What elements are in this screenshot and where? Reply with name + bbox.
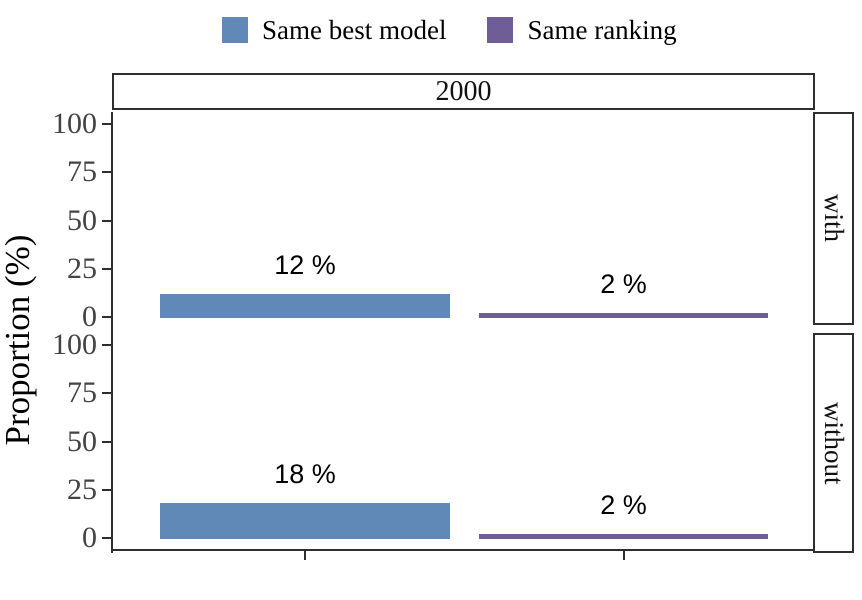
facet-column-strip-label: 2000 xyxy=(435,75,492,107)
bar xyxy=(160,503,450,539)
y-axis-tick-label: 50 xyxy=(67,204,97,237)
facet-row-strip: with xyxy=(813,112,854,325)
y-axis-tick-label: 0 xyxy=(82,521,97,554)
y-axis-tick-label: 50 xyxy=(67,425,97,458)
bar-value-label: 18 % xyxy=(274,459,336,489)
bar-value-label: 12 % xyxy=(274,250,336,280)
y-axis-tick xyxy=(102,268,111,270)
y-axis-tick xyxy=(102,220,111,222)
y-axis-tick-label: 25 xyxy=(67,252,97,285)
y-axis-tick-label: 0 xyxy=(82,300,97,333)
y-axis-tick-label: 75 xyxy=(67,155,97,188)
y-axis-tick xyxy=(102,441,111,443)
y-axis-tick-label: 100 xyxy=(52,107,97,140)
y-axis-tick xyxy=(102,392,111,394)
bar-value-label: 2 % xyxy=(600,269,647,299)
y-axis-tick xyxy=(102,123,111,125)
y-axis-line xyxy=(111,112,113,553)
bar xyxy=(479,313,768,318)
y-axis-tick-label: 25 xyxy=(67,473,97,506)
y-axis-tick xyxy=(102,537,111,539)
y-axis-tick xyxy=(102,489,111,491)
x-axis-line xyxy=(111,549,816,551)
legend-item-label: Same ranking xyxy=(527,15,677,45)
x-axis-tick xyxy=(304,551,306,560)
y-axis-tick xyxy=(102,316,111,318)
legend-item: Same best model xyxy=(222,16,446,44)
y-axis-tick-label: 75 xyxy=(67,376,97,409)
bar xyxy=(479,534,768,539)
legend-swatch-icon xyxy=(222,17,248,43)
bar xyxy=(160,294,450,318)
legend: Same best model Same ranking xyxy=(222,16,677,44)
facet-column-strip: 2000 xyxy=(112,73,815,110)
legend-item-label: Same best model xyxy=(262,15,447,45)
bar-value-label: 2 % xyxy=(600,490,647,520)
x-axis-tick xyxy=(623,551,625,560)
y-axis-tick xyxy=(102,344,111,346)
facet-row-strip: without xyxy=(813,333,854,553)
legend-item: Same ranking xyxy=(487,15,677,45)
y-axis-tick-label: 100 xyxy=(52,328,97,361)
y-axis-tick xyxy=(102,171,111,173)
legend-swatch-icon xyxy=(487,17,514,43)
